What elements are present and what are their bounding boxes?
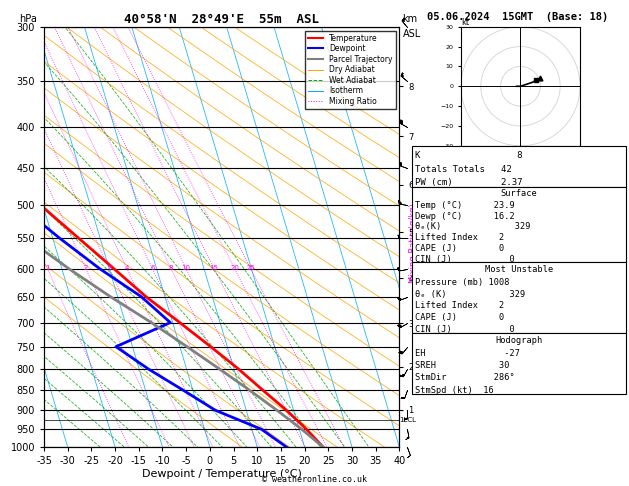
Text: CIN (J)           0: CIN (J) 0 (415, 325, 515, 334)
Text: SREH            30: SREH 30 (415, 361, 509, 370)
Text: PW (cm)         2.37: PW (cm) 2.37 (415, 178, 523, 188)
Text: Temp (°C)      23.9: Temp (°C) 23.9 (415, 201, 515, 210)
Text: CAPE (J)        0: CAPE (J) 0 (415, 313, 504, 322)
Text: CAPE (J)        0: CAPE (J) 0 (415, 244, 504, 253)
Text: 1LCL: 1LCL (399, 417, 416, 423)
Text: © weatheronline.co.uk: © weatheronline.co.uk (262, 474, 367, 484)
Text: Pressure (mb) 1008: Pressure (mb) 1008 (415, 278, 509, 287)
Text: 25: 25 (247, 264, 255, 271)
Text: Most Unstable: Most Unstable (485, 265, 553, 274)
Text: 15: 15 (209, 264, 218, 271)
Text: StmDir         286°: StmDir 286° (415, 373, 515, 382)
Text: 6: 6 (150, 264, 155, 271)
Legend: Temperature, Dewpoint, Parcel Trajectory, Dry Adiabat, Wet Adiabat, Isotherm, Mi: Temperature, Dewpoint, Parcel Trajectory… (304, 31, 396, 109)
Text: 2: 2 (84, 264, 88, 271)
Text: ASL: ASL (403, 29, 421, 39)
Text: Totals Totals   42: Totals Totals 42 (415, 165, 512, 174)
Text: K                  8: K 8 (415, 151, 523, 160)
Text: hPa: hPa (19, 14, 36, 24)
Text: Lifted Index    2: Lifted Index 2 (415, 301, 504, 311)
Text: StmSpd (kt)  16: StmSpd (kt) 16 (415, 385, 494, 395)
Text: Lifted Index    2: Lifted Index 2 (415, 233, 504, 242)
Text: θₑ(K)              329: θₑ(K) 329 (415, 223, 531, 231)
Text: Surface: Surface (501, 189, 537, 198)
Text: 8: 8 (169, 264, 174, 271)
Text: Mixing Ratio (g/kg): Mixing Ratio (g/kg) (409, 203, 418, 283)
Text: 1: 1 (45, 264, 50, 271)
Text: km: km (403, 14, 418, 24)
Text: kt: kt (461, 17, 469, 27)
Text: 3: 3 (108, 264, 112, 271)
Text: 20: 20 (230, 264, 239, 271)
Text: CIN (J)           0: CIN (J) 0 (415, 255, 515, 264)
Text: 05.06.2024  15GMT  (Base: 18): 05.06.2024 15GMT (Base: 18) (426, 12, 608, 22)
Title: 40°58'N  28°49'E  55m  ASL: 40°58'N 28°49'E 55m ASL (124, 13, 320, 26)
Text: 4: 4 (125, 264, 129, 271)
X-axis label: Dewpoint / Temperature (°C): Dewpoint / Temperature (°C) (142, 469, 302, 479)
Text: Hodograph: Hodograph (495, 336, 543, 345)
Text: θₑ (K)            329: θₑ (K) 329 (415, 290, 525, 299)
Text: 10: 10 (182, 264, 191, 271)
Text: Dewp (°C)      16.2: Dewp (°C) 16.2 (415, 212, 515, 221)
Text: EH               -27: EH -27 (415, 349, 520, 358)
